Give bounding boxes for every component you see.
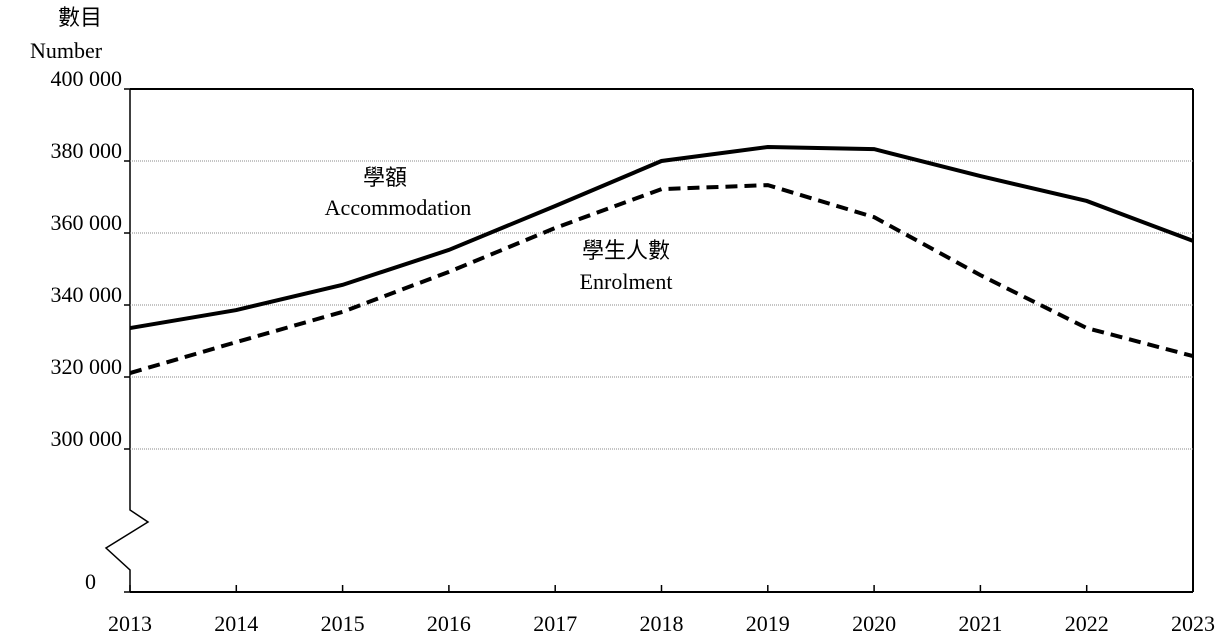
x-tick-label: 2023	[1171, 611, 1215, 636]
y-axis-break	[104, 89, 150, 592]
x-tick-label: 2016	[427, 611, 471, 636]
y-tick-label: 0	[85, 569, 96, 594]
x-tick-label: 2021	[958, 611, 1002, 636]
y-axis-title-en: Number	[30, 38, 103, 63]
series-label: 學生人數	[582, 238, 670, 263]
x-tick-label: 2015	[321, 611, 365, 636]
x-tick-label: 2014	[214, 611, 258, 636]
x-tick-label: 2017	[533, 611, 577, 636]
series-line	[129, 183, 1194, 375]
series-label-en: Enrolment	[580, 269, 673, 294]
series-label-en: Accommodation	[325, 195, 472, 220]
x-tick-label: 2018	[640, 611, 684, 636]
x-tick-label: 2019	[746, 611, 790, 636]
y-tick-label: 380 000	[51, 138, 123, 163]
series-line	[129, 144, 1194, 331]
y-tick-label: 340 000	[51, 282, 123, 307]
y-axis-title: 數目	[58, 5, 102, 30]
y-tick-label: 320 000	[51, 354, 123, 379]
x-tick-label: 2022	[1065, 611, 1109, 636]
y-tick-label: 300 000	[51, 426, 123, 451]
x-tick-label: 2020	[852, 611, 896, 636]
series-label: 學額	[363, 165, 407, 190]
y-tick-label: 360 000	[51, 210, 123, 235]
y-tick-label: 400 000	[51, 66, 123, 91]
x-tick-label: 2013	[108, 611, 152, 636]
